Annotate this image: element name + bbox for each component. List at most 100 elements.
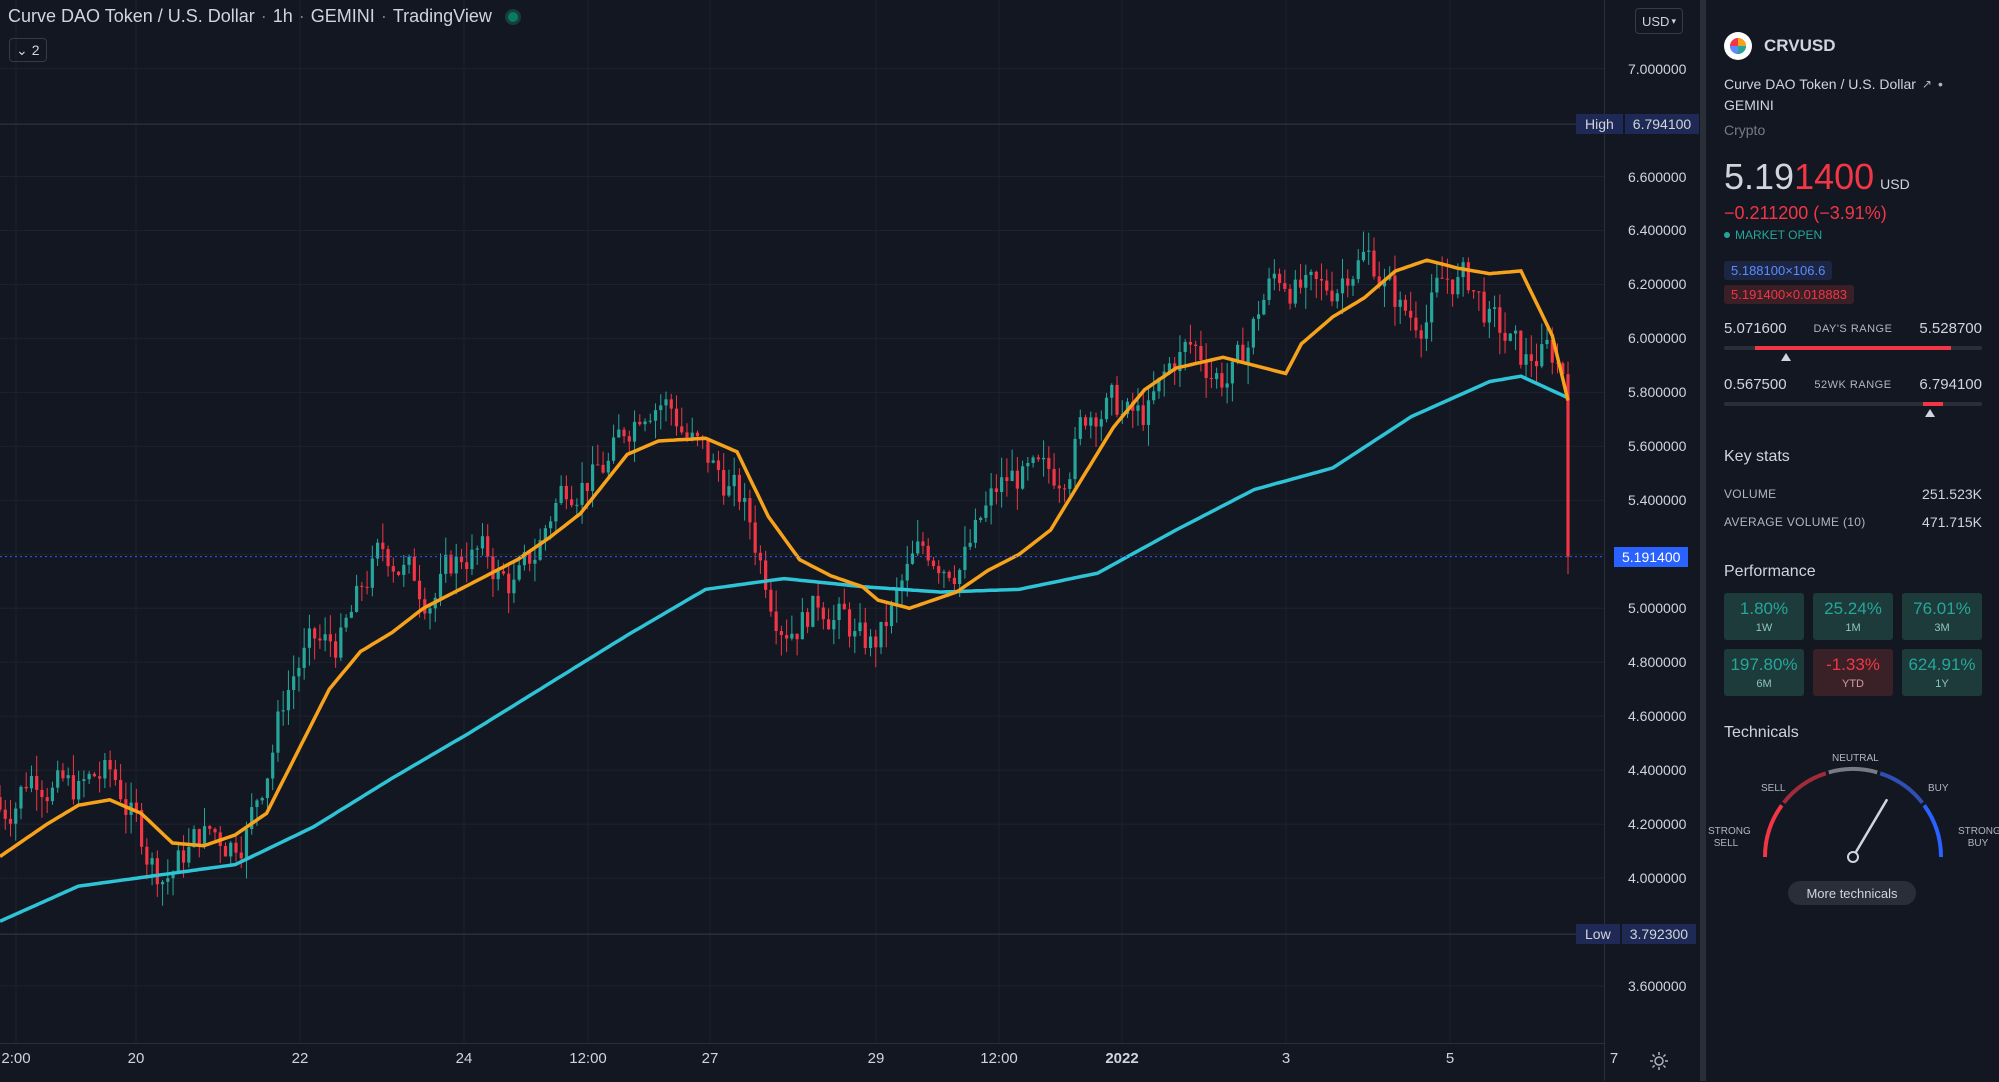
gear-icon[interactable] bbox=[1646, 1048, 1672, 1074]
performance-cell-1w: 1.80% 1W bbox=[1724, 593, 1804, 640]
price-scale[interactable]: USD ▾ bbox=[1604, 0, 1701, 1081]
candle bbox=[659, 394, 663, 430]
symbol-full-name[interactable]: Curve DAO Token / U.S. Dollar ↗ • bbox=[1724, 76, 1943, 92]
candle bbox=[1330, 271, 1334, 307]
candle bbox=[821, 602, 825, 630]
candle bbox=[223, 842, 228, 857]
candle bbox=[501, 562, 506, 576]
candle bbox=[1503, 312, 1507, 354]
performance-cell-ytd: -1.33% YTD bbox=[1813, 649, 1893, 696]
gauge-pivot bbox=[1847, 851, 1859, 863]
candle bbox=[889, 600, 894, 634]
price-chart[interactable] bbox=[0, 0, 1604, 1043]
candle bbox=[554, 498, 558, 535]
candle bbox=[785, 619, 789, 653]
candle bbox=[1340, 258, 1345, 315]
performance-value: 624.91% bbox=[1908, 655, 1976, 674]
time-axis-label: 27 bbox=[701, 1050, 719, 1067]
time-axis[interactable] bbox=[0, 1043, 1604, 1082]
candle bbox=[1005, 458, 1009, 497]
candle bbox=[748, 489, 752, 540]
candle bbox=[800, 597, 804, 640]
candle bbox=[1146, 386, 1151, 446]
candle bbox=[1136, 388, 1140, 426]
candle bbox=[1178, 335, 1182, 387]
candle bbox=[805, 608, 810, 634]
candle bbox=[648, 413, 652, 424]
candle bbox=[77, 770, 81, 805]
candle bbox=[910, 540, 915, 565]
symbol-title: Curve DAO Token / U.S. Dollar bbox=[8, 6, 255, 26]
candle bbox=[486, 524, 490, 569]
price-change: −0.211200 (−3.91%) bbox=[1724, 203, 1887, 223]
asset-type: Crypto bbox=[1724, 122, 1766, 138]
indicator-count: 2 bbox=[31, 42, 40, 58]
candle bbox=[1288, 284, 1292, 310]
candle bbox=[1041, 440, 1046, 477]
symbol-header[interactable]: CRVUSD bbox=[1724, 32, 1835, 60]
panel-divider[interactable] bbox=[1700, 0, 1706, 1081]
bullet-icon: • bbox=[1937, 76, 1943, 92]
candle bbox=[19, 785, 23, 820]
separator-dot: · bbox=[260, 6, 267, 26]
currency-button[interactable]: USD ▾ bbox=[1635, 8, 1683, 34]
candle bbox=[1319, 263, 1324, 301]
external-link-icon[interactable]: ↗ bbox=[1921, 77, 1932, 91]
interval-label[interactable]: 1h bbox=[272, 6, 293, 26]
more-technicals-button[interactable]: More technicals bbox=[1788, 881, 1916, 905]
candle bbox=[842, 588, 846, 610]
candle bbox=[758, 545, 763, 575]
candle bbox=[412, 548, 416, 582]
price-axis-label: 6.200000 bbox=[1628, 276, 1687, 293]
candle bbox=[297, 657, 301, 692]
candle bbox=[1293, 270, 1297, 308]
price-axis-label: 6.000000 bbox=[1628, 330, 1687, 347]
candle bbox=[202, 807, 207, 849]
candle bbox=[1466, 257, 1470, 294]
time-axis-label: 22 bbox=[291, 1050, 309, 1067]
separator-dot: · bbox=[298, 6, 305, 26]
candle bbox=[1209, 360, 1213, 389]
candle bbox=[606, 452, 610, 480]
collapse-indicators-button[interactable]: ⌄ 2 bbox=[9, 38, 47, 62]
gauge-strong-sell-arc bbox=[1763, 804, 1784, 858]
performance-value: 197.80% bbox=[1730, 655, 1798, 674]
candle bbox=[1010, 449, 1014, 482]
candle bbox=[1508, 332, 1512, 342]
candle bbox=[926, 538, 930, 566]
candle bbox=[166, 859, 170, 895]
technicals-gauge[interactable]: NEUTRAL SELL BUY STRONG SELL STRONG BUY bbox=[1706, 745, 1999, 885]
gauge-neutral-arc bbox=[1828, 767, 1878, 775]
symbol-ticker[interactable]: CRVUSD bbox=[1764, 36, 1836, 55]
separator-dot: · bbox=[380, 6, 387, 26]
candle bbox=[1204, 343, 1208, 398]
slow-moving-average-line[interactable] bbox=[0, 374, 1569, 923]
candle bbox=[417, 565, 422, 618]
candle bbox=[292, 655, 296, 710]
fast-moving-average-line[interactable] bbox=[0, 258, 1570, 858]
candle bbox=[989, 472, 993, 525]
time-axis-label: 7 bbox=[1609, 1050, 1619, 1067]
bid-badge: 5.188100×106.6 bbox=[1724, 261, 1833, 280]
technicals-title: Technicals bbox=[1724, 724, 1799, 741]
candle bbox=[596, 444, 600, 466]
candle bbox=[265, 777, 270, 811]
candle bbox=[863, 607, 867, 655]
time-axis-label: 3 bbox=[1281, 1050, 1291, 1067]
candle bbox=[1162, 364, 1166, 397]
candle bbox=[61, 763, 65, 782]
candle bbox=[1083, 414, 1088, 430]
candles bbox=[0, 231, 1570, 906]
performance-period: 1M bbox=[1845, 622, 1861, 634]
candle bbox=[868, 629, 873, 657]
candle bbox=[921, 531, 925, 555]
candle bbox=[402, 555, 406, 587]
price-axis-label: 5.600000 bbox=[1628, 438, 1687, 455]
candle bbox=[795, 633, 799, 656]
candle bbox=[1220, 362, 1224, 397]
time-axis-label: 2022 bbox=[1105, 1050, 1139, 1067]
market-status: MARKET OPEN bbox=[1724, 228, 1822, 242]
chart-pane[interactable]: Curve DAO Token / U.S. Dollar · 1h · GEM… bbox=[0, 0, 1700, 1081]
price-axis-label: 5.000000 bbox=[1628, 600, 1687, 617]
candle bbox=[344, 614, 348, 632]
